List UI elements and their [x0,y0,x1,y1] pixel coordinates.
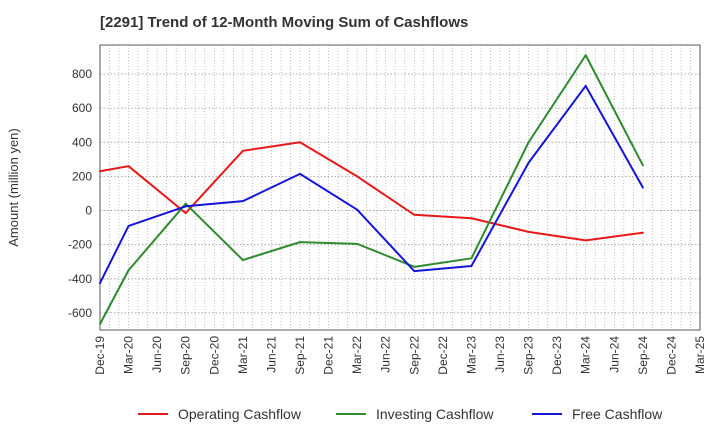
x-tick-label: Mar-25 [693,336,707,374]
plot-frame [99,44,701,331]
legend-label-free-cashflow: Free Cashflow [572,406,663,422]
data-point-operating-cashflow [127,165,130,168]
x-tick-label: Mar-21 [236,336,250,374]
x-tick-label: Dec-22 [436,336,450,375]
legend-label-investing-cashflow: Investing Cashflow [376,406,494,422]
data-point-investing-cashflow [527,141,530,144]
data-point-operating-cashflow [241,149,244,152]
data-point-investing-cashflow [241,259,244,262]
y-axis-label: Amount (million yen) [6,128,21,247]
data-point-operating-cashflow [641,231,644,234]
data-point-free-cashflow [527,161,530,164]
y-tick-label: 400 [72,135,92,149]
data-point-free-cashflow [470,265,473,268]
data-point-free-cashflow [184,205,187,208]
x-tick-label: Sep-20 [179,336,193,375]
data-point-free-cashflow [241,200,244,203]
x-tick-label: Sep-21 [293,336,307,375]
x-tick-label: Mar-24 [579,336,593,374]
x-tick-label: Jun-23 [493,336,507,373]
legend-label-operating-cashflow: Operating Cashflow [178,406,302,422]
x-tick-label: Sep-22 [407,336,421,375]
data-point-operating-cashflow [413,213,416,216]
data-point-investing-cashflow [413,265,416,268]
plot-area [100,45,700,330]
y-tick-label: 800 [72,67,92,81]
x-tick-label: Mar-20 [122,336,136,374]
data-point-operating-cashflow [470,217,473,220]
x-tick-label: Mar-22 [350,336,364,374]
x-tick-label: Sep-24 [636,336,650,375]
data-point-investing-cashflow [470,257,473,260]
x-tick-label: Jun-24 [607,336,621,373]
chart-title: [2291] Trend of 12-Month Moving Sum of C… [100,14,469,31]
data-point-free-cashflow [641,186,644,189]
data-point-investing-cashflow [299,241,301,244]
data-point-free-cashflow [356,208,359,211]
data-point-investing-cashflow [584,54,587,57]
x-tick-label: Mar-23 [464,336,478,374]
data-point-investing-cashflow [356,242,359,245]
x-tick-label: Dec-24 [664,336,678,375]
x-tick-label: Dec-19 [93,336,107,375]
data-point-investing-cashflow [127,269,130,272]
x-tick-label: Jun-22 [379,336,393,373]
data-point-free-cashflow [413,270,416,273]
x-tick-label: Jun-20 [150,336,164,373]
data-point-operating-cashflow [299,141,301,144]
x-tick-label: Sep-23 [522,336,536,375]
data-point-free-cashflow [299,172,301,175]
y-tick-label: -400 [68,272,92,286]
data-point-operating-cashflow [527,230,530,233]
data-point-operating-cashflow [99,170,101,173]
data-point-free-cashflow [99,282,101,285]
data-point-free-cashflow [584,84,587,87]
data-point-operating-cashflow [584,239,587,242]
y-tick-label: 600 [72,101,92,115]
x-tick-label: Dec-23 [550,336,564,375]
data-point-operating-cashflow [184,212,187,215]
x-tick-label: Dec-21 [322,336,336,375]
data-point-operating-cashflow [356,175,359,178]
data-point-investing-cashflow [641,164,644,167]
y-tick-label: -600 [68,306,92,320]
y-tick-label: 200 [72,169,92,183]
data-point-investing-cashflow [184,202,187,205]
y-tick-label: 0 [85,204,92,218]
x-tick-label: Jun-21 [264,336,278,373]
data-point-free-cashflow [127,224,130,227]
data-point-investing-cashflow [99,323,101,326]
x-tick-label: Dec-20 [207,336,221,375]
y-tick-label: -200 [68,238,92,252]
